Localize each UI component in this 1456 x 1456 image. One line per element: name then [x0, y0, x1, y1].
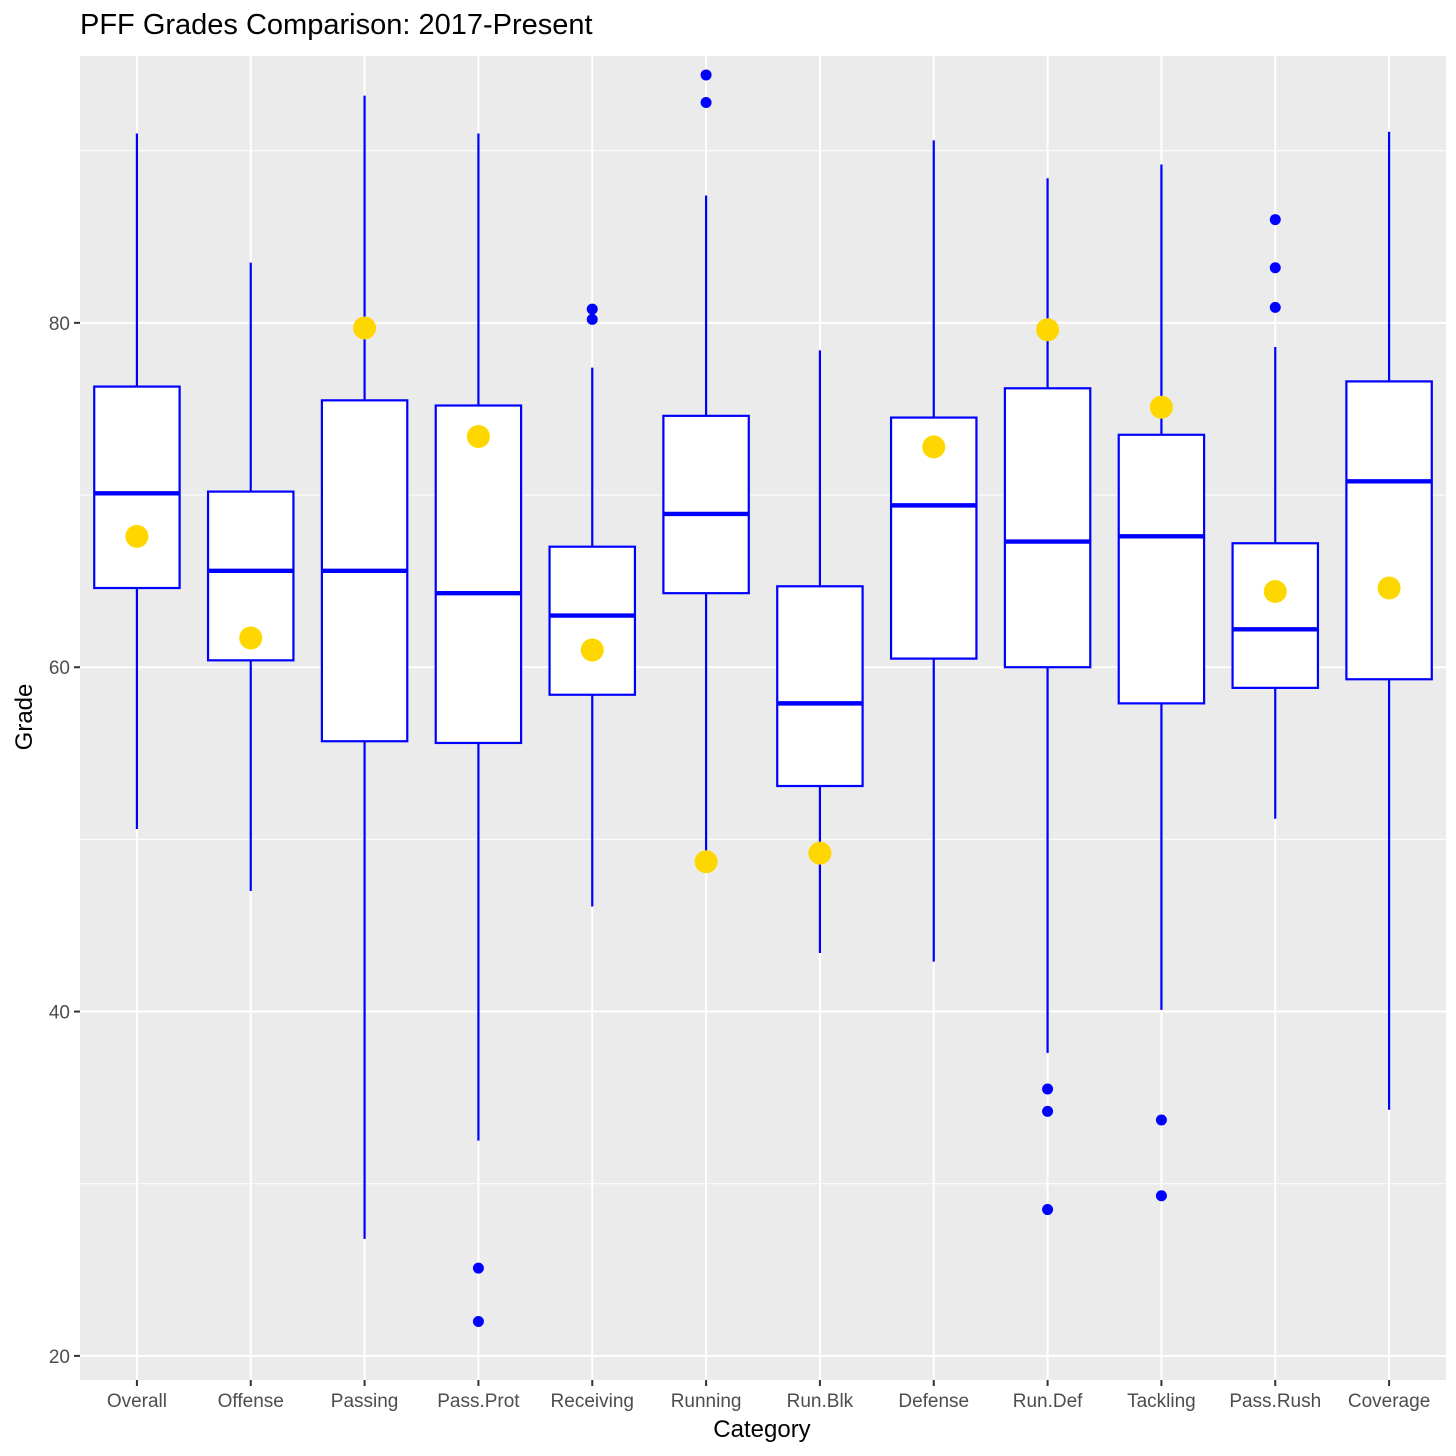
- outlier-point: [472, 1262, 484, 1274]
- iqr-box: [1003, 387, 1092, 669]
- outlier-point: [1042, 1105, 1054, 1117]
- x-tick-label: Tackling: [1127, 1391, 1196, 1412]
- highlight-point: [1036, 318, 1060, 342]
- x-axis: Overall Offense Passing Pass.Prot Receiving R…: [107, 1380, 1430, 1412]
- outlier-point: [586, 313, 598, 325]
- y-tick-label: 80: [49, 314, 70, 335]
- iqr-box: [1231, 542, 1320, 689]
- plot-panel: [80, 56, 1446, 1380]
- x-axis-title: Category: [713, 1416, 810, 1443]
- box-group-pass-rush: [1231, 214, 1320, 819]
- box-group-defense: [889, 140, 978, 962]
- outlier-point: [1269, 214, 1281, 226]
- outlier-point: [472, 1315, 484, 1327]
- box-group-coverage: [1345, 131, 1433, 1110]
- box-group-offense: [206, 262, 295, 892]
- outlier-point: [586, 303, 598, 315]
- box-group-tackling: [1117, 164, 1206, 1202]
- x-tick-label: Pass.Rush: [1229, 1391, 1321, 1412]
- box-group-run-def: [1003, 178, 1092, 1216]
- iqr-box: [93, 385, 181, 590]
- highlight-point: [125, 524, 149, 548]
- outlier-point: [1155, 1190, 1167, 1202]
- highlight-point: [353, 316, 377, 340]
- x-tick-label: Offense: [218, 1391, 284, 1412]
- box-group-passing: [320, 95, 409, 1239]
- x-tick-label: Defense: [898, 1391, 969, 1412]
- box-group-overall: [93, 133, 181, 830]
- highlight-point: [808, 841, 832, 865]
- highlight-point: [694, 850, 718, 874]
- iqr-box: [776, 585, 864, 788]
- iqr-box: [434, 404, 523, 745]
- x-tick-label: Coverage: [1348, 1391, 1430, 1412]
- y-tick-label: 60: [49, 658, 70, 679]
- outlier-point: [1269, 301, 1281, 313]
- chart-title: PFF Grades Comparison: 2017-Present: [80, 9, 593, 41]
- y-tick-label: 20: [49, 1347, 70, 1368]
- iqr-box: [1345, 380, 1433, 681]
- minor-gridlines: [80, 150, 1446, 1185]
- y-tick-label: 40: [49, 1003, 70, 1024]
- outlier-point: [1042, 1204, 1054, 1216]
- iqr-box: [1117, 433, 1206, 705]
- x-tick-label: Overall: [107, 1391, 167, 1412]
- iqr-box: [662, 414, 750, 595]
- box-group-receiving: [548, 303, 637, 907]
- box-group-pass-prot: [434, 133, 523, 1327]
- highlight-point: [239, 626, 263, 650]
- x-tick-label: Passing: [331, 1391, 399, 1412]
- outlier-point: [1155, 1114, 1167, 1126]
- y-axis-title: Grade: [11, 684, 38, 751]
- highlight-point: [1377, 576, 1401, 600]
- x-tick-label: Receiving: [551, 1391, 634, 1412]
- highlight-point: [580, 638, 604, 662]
- outlier-point: [1042, 1083, 1054, 1095]
- outlier-point: [1269, 262, 1281, 274]
- x-tick-label: Run.Def: [1013, 1391, 1083, 1412]
- y-axis: 20 40 60 80: [49, 314, 80, 1368]
- box-group-running: [662, 69, 750, 874]
- highlight-point: [1263, 579, 1287, 603]
- box-series: [93, 69, 1433, 1327]
- outlier-point: [700, 69, 712, 81]
- box-group-run-blk: [776, 350, 864, 954]
- outlier-point: [700, 96, 712, 108]
- iqr-box: [548, 545, 637, 696]
- highlight-point: [922, 435, 946, 459]
- x-tick-label: Run.Blk: [787, 1391, 854, 1412]
- highlight-point: [466, 424, 490, 448]
- highlight-point: [1149, 395, 1173, 419]
- x-tick-label: Running: [671, 1391, 742, 1412]
- x-tick-label: Pass.Prot: [437, 1391, 520, 1412]
